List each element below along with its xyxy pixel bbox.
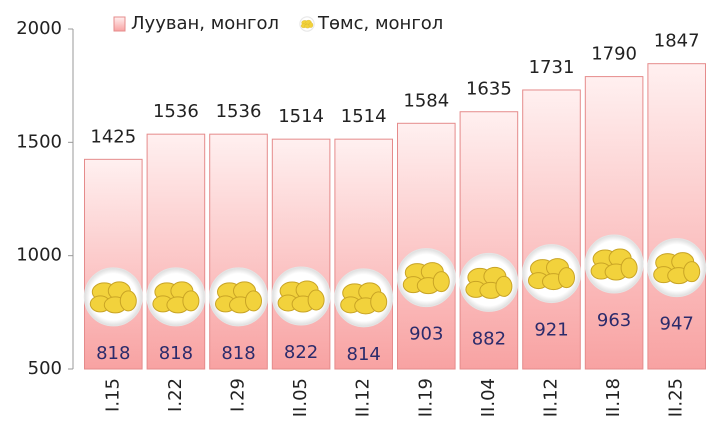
marker [147,268,205,326]
marker-value-label: 903 [409,324,443,345]
legend-swatch [114,17,125,31]
x-tick-label: II.05 [290,378,311,417]
potato-shape [433,272,449,292]
bar [272,139,330,369]
potato-shape [246,291,262,311]
legend-swatch [299,16,314,31]
bar-value-label: 1514 [341,106,387,127]
y-tick-label: 1000 [16,245,62,266]
bar [85,159,143,369]
x-tick-label: II.04 [478,378,499,417]
x-tick-label: II.18 [603,378,624,417]
marker-value-label: 818 [96,343,130,364]
bar-value-label: 1425 [90,126,136,147]
x-tick-label: II.19 [415,378,436,417]
marker-value-label: 963 [597,310,631,331]
marker-value-label: 921 [534,320,568,341]
bar-value-label: 1536 [153,101,199,122]
y-tick-label: 1500 [16,131,62,152]
marker [335,269,393,327]
legend-label: Төмс, монгол [317,13,443,34]
potato-shape [684,262,700,282]
marker-value-label: 882 [472,328,506,349]
marker-value-label: 818 [221,343,255,364]
y-tick-label: 500 [28,358,62,379]
marker [460,253,518,311]
marker-value-label: 822 [284,342,318,363]
potato-shape [309,22,313,27]
marker-value-label: 818 [159,343,193,364]
marker [523,245,581,303]
chart: 500 1000 1500 2000 1425 1536 1536 1514 1514 1584 1… [0,0,708,425]
potato-shape [308,290,324,310]
y-tick-label: 2000 [16,18,62,39]
potato-shape [559,268,575,288]
potato-shape [371,292,387,312]
legend-label: Лууван, монгол [131,13,279,34]
marker [648,239,706,297]
marker-value-label: 947 [660,314,694,335]
bar [335,139,393,369]
bar-value-label: 1635 [466,79,512,100]
x-tick-label: II.12 [541,378,562,417]
bar [210,134,268,369]
marker [585,235,643,293]
bar-value-label: 1514 [278,106,324,127]
bar-value-label: 1847 [654,31,700,52]
x-tick-label: II.12 [353,378,374,417]
bar-value-label: 1584 [403,90,449,111]
marker-value-label: 814 [347,344,381,365]
potato-shape [183,291,199,311]
marker [397,249,455,307]
marker [84,268,142,326]
marker [210,268,268,326]
marker [272,267,330,325]
bar-value-label: 1731 [529,57,575,78]
potato-shape [496,276,512,296]
x-tick-label: I.22 [165,378,186,412]
bar [147,134,205,369]
x-tick-label: I.15 [102,378,123,412]
bar-value-label: 1790 [591,44,637,65]
bar-value-label: 1536 [216,101,262,122]
x-tick-label: I.29 [228,378,249,412]
potato-shape [621,258,637,278]
potato-shape [120,291,136,311]
x-tick-label: II.25 [666,378,687,417]
